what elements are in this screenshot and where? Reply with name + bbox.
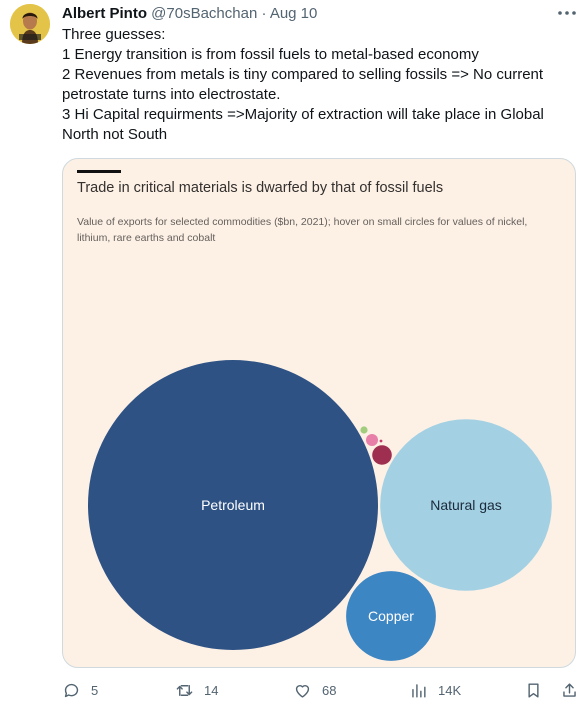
bubble-natural-gas	[380, 419, 552, 591]
bubble-small-3[interactable]	[372, 445, 392, 465]
heart-icon	[295, 684, 310, 698]
title-rule	[77, 170, 121, 173]
views-icon	[412, 683, 426, 698]
tweet-line: 1 Energy transition is from fossil fuels…	[62, 46, 479, 63]
avatar-image	[10, 4, 50, 44]
bubble-copper	[346, 571, 436, 661]
retweet-icon	[176, 684, 193, 696]
bubble-petroleum	[88, 360, 378, 650]
bubble-chart: Petroleum Natural gas Copper	[88, 360, 552, 661]
tweet-text: Three guesses: 1 Energy transition is fr…	[62, 25, 577, 145]
tweet-line: Three guesses:	[62, 26, 166, 43]
views-count: 14K	[438, 682, 462, 698]
action-bar: 5 14 68 14K	[0, 678, 586, 704]
tweet-line: 3 Hi Capital requirments =>Majority of e…	[62, 106, 544, 143]
reply-button[interactable]: 5	[62, 678, 98, 702]
bubble-small-6[interactable]	[379, 439, 383, 443]
tweet-header: Albert Pinto @70sBachchan · Aug 10	[62, 5, 317, 23]
reply-count: 5	[91, 682, 99, 698]
retweet-count: 14	[204, 682, 219, 698]
views-button[interactable]: 14K	[409, 678, 461, 702]
chart-title: Trade in critical materials is dwarfed b…	[77, 180, 444, 196]
author-handle[interactable]: @70sBachchan	[151, 5, 258, 22]
more-options-icon[interactable]	[555, 4, 579, 22]
bubble-label: Natural gas	[430, 497, 502, 513]
tweet-line: 2 Revenues from metals is tiny compared …	[62, 66, 544, 103]
share-button[interactable]	[560, 678, 579, 702]
author-name[interactable]: Albert Pinto	[62, 5, 147, 22]
retweet-button[interactable]: 14	[175, 678, 218, 702]
bubble-label: Copper	[368, 608, 414, 624]
share-icon	[563, 682, 576, 697]
bubble-label: Petroleum	[201, 497, 265, 513]
like-count: 68	[322, 682, 337, 698]
bubble-small-5[interactable]	[360, 426, 368, 434]
chart-subtitle: Value of exports for selected commoditie…	[77, 216, 528, 244]
avatar[interactable]	[10, 4, 50, 44]
separator: ·	[261, 5, 267, 22]
tweet-date[interactable]: Aug 10	[269, 5, 318, 22]
like-button[interactable]: 68	[293, 678, 336, 702]
chart-card[interactable]: Trade in critical materials is dwarfed b…	[62, 158, 576, 668]
bookmark-button[interactable]	[524, 678, 543, 702]
bookmark-icon	[528, 682, 539, 698]
bubble-small-4[interactable]	[366, 434, 378, 446]
reply-icon	[64, 683, 79, 697]
